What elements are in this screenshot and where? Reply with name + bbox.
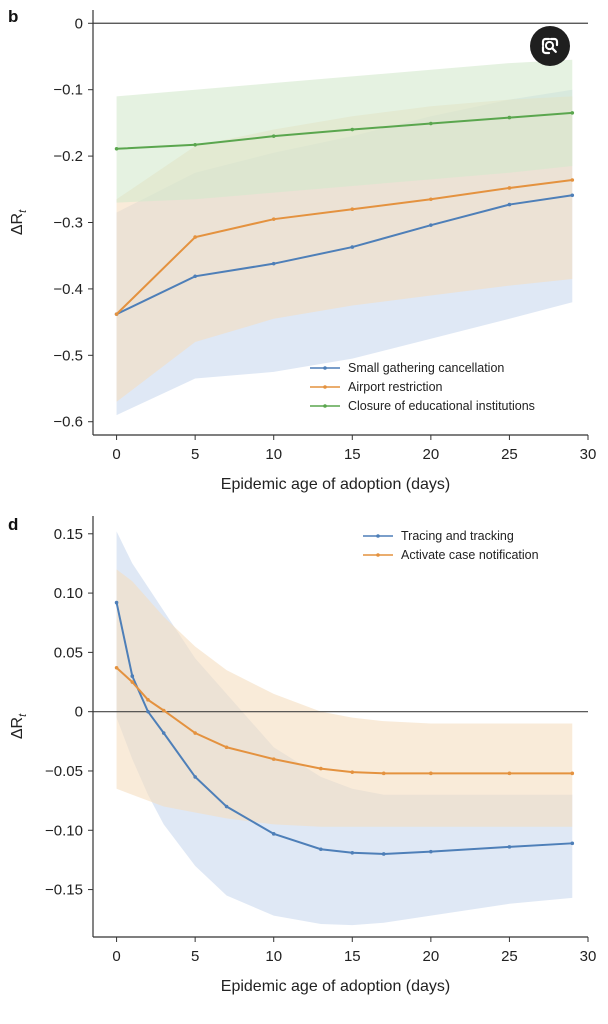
data-point — [381, 771, 386, 776]
legend-entry: Small gathering cancellation — [348, 361, 504, 375]
x-tick-label: 0 — [112, 446, 120, 463]
data-point — [114, 600, 119, 605]
google-lens-icon — [541, 37, 559, 55]
y-tick-label: −0.5 — [53, 347, 83, 364]
legend-entry: Tracing and tracking — [401, 529, 514, 543]
legend-marker — [376, 553, 380, 557]
data-point — [507, 202, 512, 207]
data-point — [271, 832, 276, 836]
x-tick-label: 15 — [344, 446, 361, 463]
data-point — [319, 847, 323, 852]
y-tick-label: 0 — [75, 704, 83, 721]
x-tick-label: 0 — [112, 948, 120, 965]
x-tick-label: 10 — [265, 446, 282, 463]
data-point — [429, 223, 433, 227]
data-point — [507, 845, 512, 849]
data-point — [350, 127, 355, 132]
data-point — [130, 680, 135, 684]
data-point — [193, 235, 197, 239]
data-point — [193, 143, 197, 147]
data-point — [429, 849, 433, 854]
data-point — [146, 698, 150, 702]
data-point — [146, 709, 150, 714]
y-tick-label: 0.10 — [54, 585, 83, 602]
data-point — [381, 852, 386, 856]
y-tick-label: −0.6 — [53, 414, 83, 431]
x-tick-label: 10 — [265, 948, 282, 965]
data-point — [319, 766, 323, 771]
data-point — [161, 731, 166, 735]
data-point — [429, 121, 433, 126]
panel-b: b 0 5 10 15 20 25 30 0 −0.1 −0.2 −0.3 −0.4 −0.5 −0.6 Ep… — [8, 7, 596, 493]
data-point — [570, 841, 575, 846]
data-point — [130, 674, 135, 678]
data-point — [570, 771, 575, 776]
data-point — [570, 193, 575, 198]
data-point — [161, 708, 166, 713]
legend-marker — [323, 385, 327, 389]
data-point — [570, 178, 575, 182]
legend-marker — [323, 366, 327, 370]
data-point — [271, 217, 276, 221]
data-point — [271, 261, 276, 266]
data-point — [114, 665, 119, 670]
data-point — [114, 146, 119, 151]
y-tick-label: −0.4 — [53, 281, 83, 298]
confidence-band — [116, 569, 573, 827]
panel-letter: d — [8, 515, 18, 534]
data-point — [429, 197, 433, 202]
x-axis-label: Epidemic age of adoption (days) — [221, 476, 450, 493]
y-tick-label: 0.15 — [54, 526, 83, 543]
lens-search-button[interactable] — [530, 26, 570, 66]
data-point — [193, 731, 197, 735]
legend-marker — [323, 404, 327, 408]
y-tick-label: −0.15 — [45, 882, 83, 899]
y-axis-label: ΔRt — [9, 209, 29, 235]
data-point — [570, 111, 575, 115]
data-point — [429, 771, 433, 776]
data-point — [224, 745, 229, 750]
x-axis-label: Epidemic age of adoption (days) — [221, 978, 450, 995]
x-tick-label: 5 — [191, 446, 199, 463]
data-point — [350, 207, 355, 212]
legend-marker — [376, 534, 380, 538]
y-tick-label: −0.2 — [53, 148, 83, 165]
data-point — [224, 804, 229, 809]
x-tick-label: 20 — [423, 446, 440, 463]
data-point — [193, 274, 197, 279]
y-tick-label: 0.05 — [54, 644, 83, 661]
x-tick-label: 30 — [580, 948, 597, 965]
legend-entry: Airport restriction — [348, 380, 443, 394]
x-tick-label: 20 — [423, 948, 440, 965]
y-tick-label: −0.05 — [45, 763, 83, 780]
data-point — [350, 245, 355, 249]
legend-entry: Closure of educational institutions — [348, 399, 535, 413]
legend-entry: Activate case notification — [401, 548, 539, 562]
data-point — [507, 771, 512, 776]
data-point — [271, 757, 276, 761]
x-tick-label: 15 — [344, 948, 361, 965]
x-tick-label: 25 — [501, 446, 518, 463]
data-point — [114, 312, 119, 316]
legend: Tracing and tracking Activate case notifi… — [363, 529, 539, 562]
x-tick-label: 25 — [501, 948, 518, 965]
legend: Small gathering cancellation Airport rest… — [310, 361, 535, 413]
panel-letter: b — [8, 7, 18, 26]
x-tick-label: 30 — [580, 446, 597, 463]
y-tick-label: −0.3 — [53, 215, 83, 232]
y-tick-label: −0.1 — [53, 82, 83, 99]
y-tick-label: −0.10 — [45, 822, 83, 839]
data-point — [271, 134, 276, 138]
panel-d: d 0 5 10 15 20 25 30 0.15 0.10 0.05 0 −0.05 −0.10 −0.1… — [8, 515, 596, 995]
y-tick-label: 0 — [75, 15, 83, 32]
data-point — [350, 770, 355, 774]
data-point — [350, 851, 355, 855]
data-point — [507, 186, 512, 190]
confidence-band — [116, 531, 573, 926]
x-tick-label: 5 — [191, 948, 199, 965]
data-point — [507, 115, 512, 120]
y-axis-label: ΔRt — [9, 713, 29, 739]
data-point — [193, 775, 197, 779]
